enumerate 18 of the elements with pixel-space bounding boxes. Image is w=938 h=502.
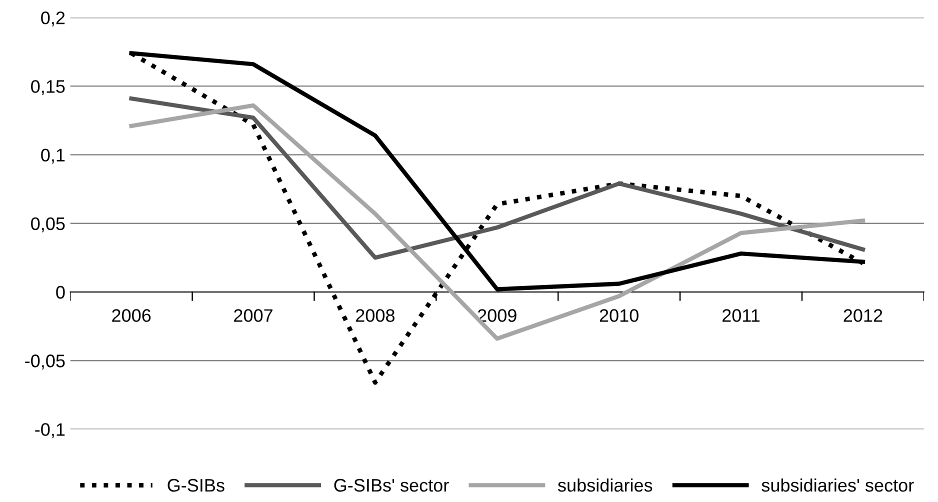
legend-label: subsidiaries' sector — [762, 478, 914, 492]
x-tick-label: 2012 — [844, 309, 882, 322]
legend-label: G-SIBs — [168, 478, 224, 492]
x-tick-label: 2007 — [234, 309, 272, 322]
y-tick-label: -0,1 — [35, 423, 65, 438]
line-series — [129, 96, 866, 260]
legend-label: G-SIBs' sector — [334, 478, 449, 492]
y-tick-label: -0,05 — [25, 354, 65, 370]
y-tick-label: 0,2 — [41, 12, 65, 26]
x-tick-label: 2010 — [600, 309, 638, 322]
y-tick-label: 0,05 — [31, 217, 65, 232]
x-tick-label: 2011 — [722, 309, 760, 322]
y-tick-label: 0,1 — [41, 148, 65, 164]
x-tick-label: 2006 — [112, 309, 151, 322]
x-tick-label: 2008 — [356, 309, 394, 322]
y-tick-label: 0,15 — [31, 80, 65, 96]
legend-label: subsidiaries — [558, 478, 652, 492]
y-tick-label: 0 — [56, 286, 65, 299]
